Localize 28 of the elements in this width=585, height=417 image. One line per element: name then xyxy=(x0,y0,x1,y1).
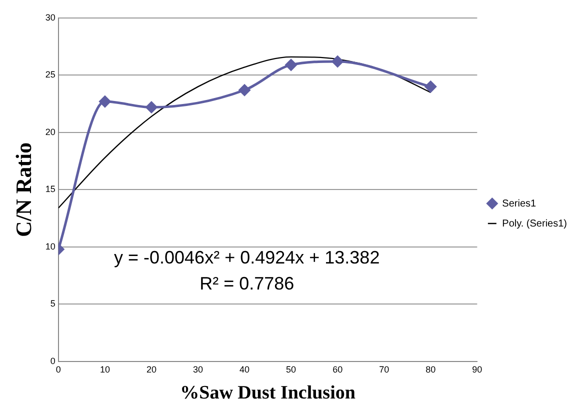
y-tick-label: 5 xyxy=(50,298,56,309)
y-axis-title: C/N Ratio xyxy=(10,142,36,238)
annotation: R² = 0.7786 xyxy=(200,273,294,294)
x-tick-label: 90 xyxy=(472,364,482,374)
y-tick-label: 15 xyxy=(45,184,56,194)
point xyxy=(424,80,436,92)
legend-label: Poly. (Series1) xyxy=(502,218,568,230)
point xyxy=(285,59,297,71)
y-tick-label: 0 xyxy=(50,356,56,366)
y-tick-label: 25 xyxy=(45,70,56,80)
point xyxy=(99,96,111,108)
x-tick-label: 50 xyxy=(286,364,296,374)
y-tick-label: 10 xyxy=(45,241,56,252)
y-tick-label: 30 xyxy=(45,12,56,22)
x-axis-title: %Saw Dust Inclusion xyxy=(180,382,356,404)
x-tick-label: 70 xyxy=(379,364,390,374)
point xyxy=(332,56,344,68)
legend-label: Series1 xyxy=(502,198,537,210)
point xyxy=(238,84,250,96)
point xyxy=(146,102,158,114)
x-tick-label: 20 xyxy=(146,364,156,374)
y-tick-label: 20 xyxy=(45,126,56,137)
x-tick-label: 80 xyxy=(426,364,436,374)
x-tick-label: 60 xyxy=(332,364,343,374)
x-tick-label: 40 xyxy=(240,364,250,374)
x-tick-label: 10 xyxy=(100,364,110,374)
annotation: y = -0.0046x² + 0.4924x + 13.382 xyxy=(114,247,380,268)
x-tick-label: 30 xyxy=(192,364,204,374)
